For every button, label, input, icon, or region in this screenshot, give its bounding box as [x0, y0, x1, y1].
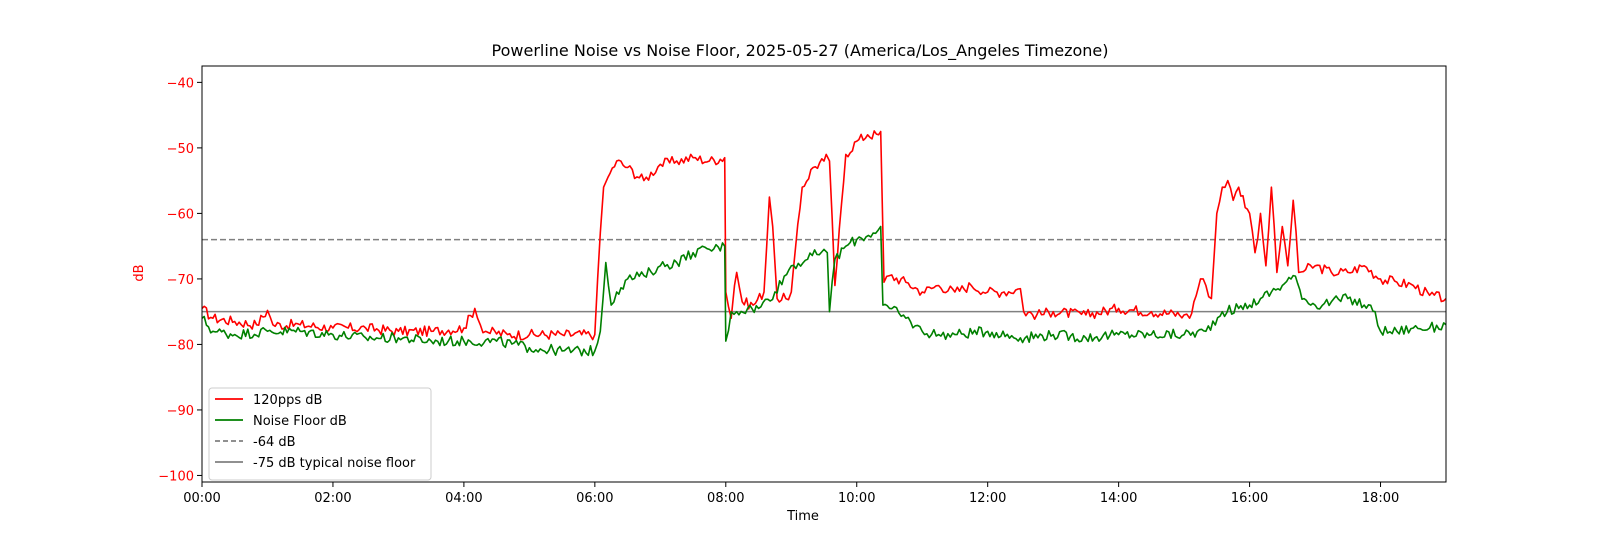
y-tick-label: −60: [167, 207, 194, 222]
x-tick-label: 00:00: [183, 491, 220, 506]
legend-label: -75 dB typical noise floor: [253, 456, 416, 471]
x-tick-label: 02:00: [314, 491, 351, 506]
legend-label: 120pps dB: [253, 393, 322, 408]
x-tick-label: 06:00: [576, 491, 613, 506]
y-tick-label: −90: [167, 404, 194, 419]
y-tick-label: −50: [167, 142, 194, 157]
y-tick-label: −40: [167, 76, 194, 91]
x-tick-label: 10:00: [838, 491, 875, 506]
series-line-noise-floor: [202, 225, 1446, 357]
y-tick-label: −80: [167, 338, 194, 353]
y-tick-label: −100: [158, 469, 194, 484]
plot-area: [202, 130, 1446, 357]
chart-title: Powerline Noise vs Noise Floor, 2025-05-…: [492, 41, 1109, 61]
x-tick-label: 16:00: [1231, 491, 1268, 506]
legend-box: [208, 387, 432, 481]
legend: 120pps dB Noise Floor dB -64 dB -75 dB typi…: [208, 387, 432, 481]
x-axis: 00:00 02:00 04:00 06:00 08:00 10:00 12:00 14:00…: [183, 482, 1399, 506]
y-tick-label: −70: [167, 273, 194, 288]
x-tick-label: 08:00: [707, 491, 744, 506]
legend-label: Noise Floor dB: [253, 414, 347, 429]
plot-frame: [201, 65, 1447, 483]
x-tick-label: 14:00: [1100, 491, 1137, 506]
x-tick-label: 04:00: [445, 491, 482, 506]
y-axis-label: dB: [132, 264, 147, 281]
x-axis-label: Time: [786, 509, 819, 524]
plot-series-group: [202, 130, 1446, 357]
x-tick-label: 18:00: [1362, 491, 1399, 506]
x-tick-label: 12:00: [969, 491, 1006, 506]
series-line-120pps: [202, 130, 1446, 341]
y-axis: −40 −50 −60 −70 −80 −90 −100: [158, 76, 202, 484]
legend-label: -64 dB: [253, 435, 296, 450]
